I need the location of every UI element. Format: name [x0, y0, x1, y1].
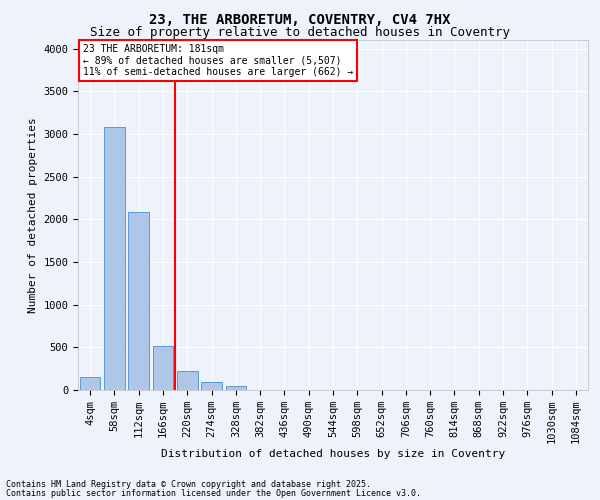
Bar	[152, 346, 173, 390]
Text: Contains public sector information licensed under the Open Government Licence v3: Contains public sector information licen…	[6, 488, 421, 498]
Text: Size of property relative to detached houses in Coventry: Size of property relative to detached ho…	[90, 26, 510, 39]
Text: 23, THE ARBORETUM, COVENTRY, CV4 7HX: 23, THE ARBORETUM, COVENTRY, CV4 7HX	[149, 12, 451, 26]
Text: Contains HM Land Registry data © Crown copyright and database right 2025.: Contains HM Land Registry data © Crown c…	[6, 480, 371, 489]
Bar	[177, 371, 197, 390]
Bar	[128, 212, 149, 390]
Bar	[104, 127, 125, 390]
X-axis label: Distribution of detached houses by size in Coventry: Distribution of detached houses by size …	[161, 449, 505, 459]
Bar	[226, 386, 246, 390]
Text: 23 THE ARBORETUM: 181sqm
← 89% of detached houses are smaller (5,507)
11% of sem: 23 THE ARBORETUM: 181sqm ← 89% of detach…	[83, 44, 353, 76]
Y-axis label: Number of detached properties: Number of detached properties	[28, 117, 38, 313]
Bar	[201, 382, 222, 390]
Bar	[80, 377, 100, 390]
